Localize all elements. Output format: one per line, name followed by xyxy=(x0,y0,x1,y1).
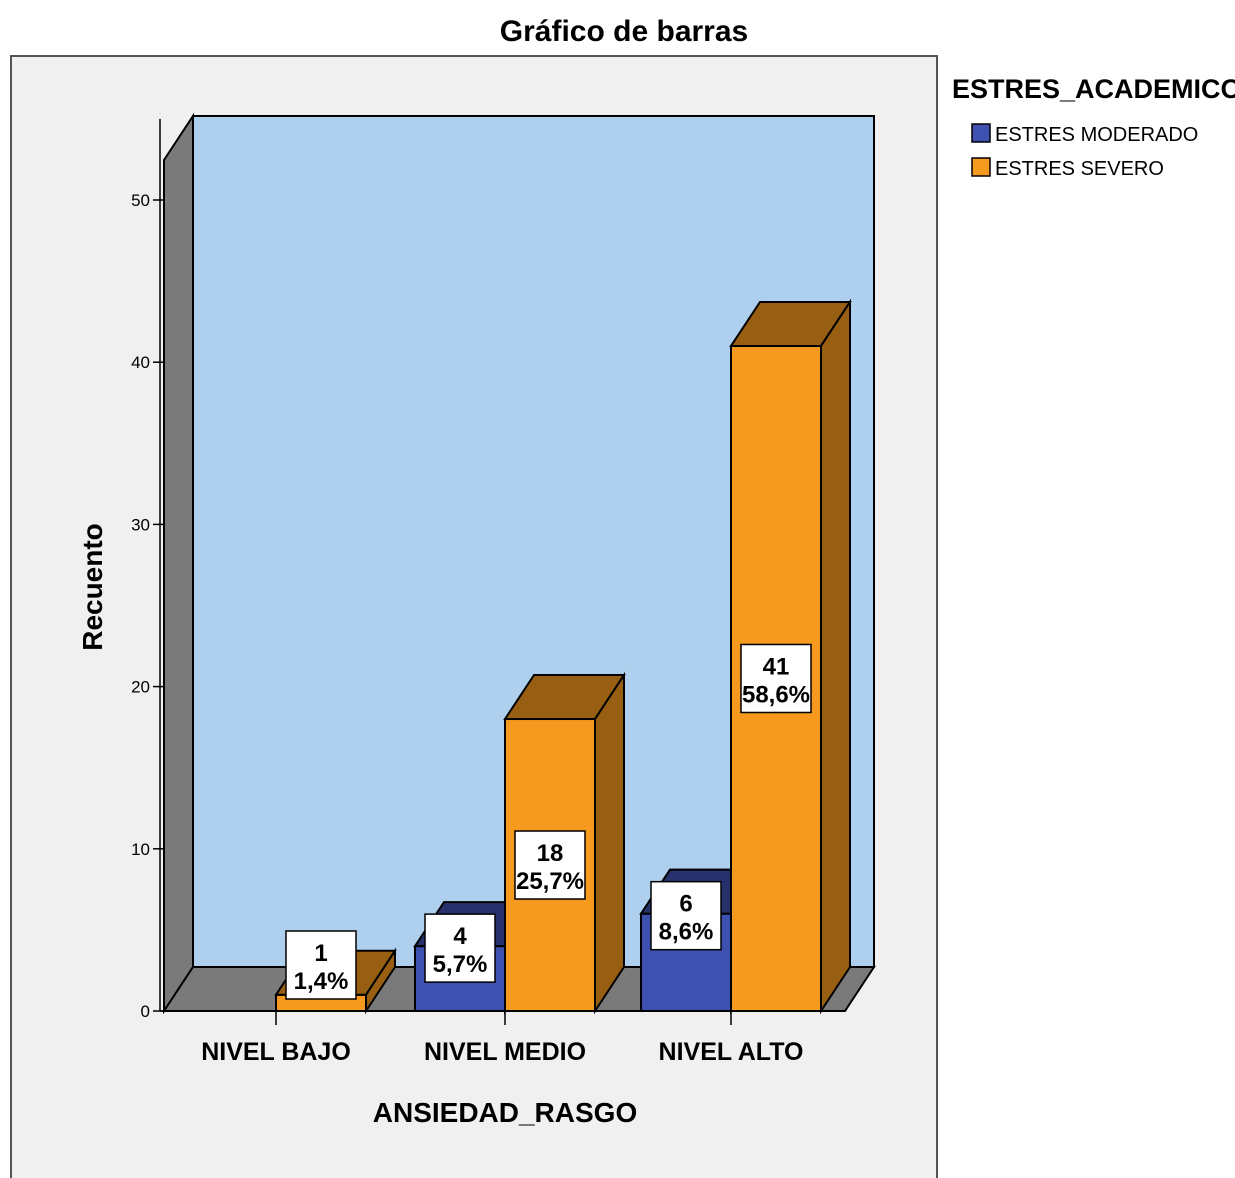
x-axis-title: ANSIEDAD_RASGO xyxy=(373,1097,637,1128)
data-label-count: 4 xyxy=(453,923,467,950)
legend-title: ESTRES_ACADEMICO xyxy=(952,74,1235,104)
plot-side-wall xyxy=(163,112,194,1015)
legend-label: ESTRES MODERADO xyxy=(995,124,1198,146)
y-tick-label: 50 xyxy=(131,191,150,210)
bar-side xyxy=(594,671,625,1015)
data-label-box xyxy=(740,643,812,714)
data-label-count: 6 xyxy=(679,891,692,918)
data-label-box xyxy=(650,880,722,951)
data-label: 11,4% xyxy=(285,930,357,1000)
data-label-box xyxy=(285,930,357,1000)
data-label-count: 1 xyxy=(314,940,327,967)
data-label-box xyxy=(424,913,496,983)
data-label: 68,6% xyxy=(650,880,722,951)
data-label-box xyxy=(514,830,586,900)
data-label-count: 41 xyxy=(763,653,790,680)
y-axis-title: Recuento xyxy=(77,523,108,651)
data-label-percent: 5,7% xyxy=(433,951,488,978)
legend-swatch xyxy=(971,123,991,143)
legend-swatch xyxy=(971,157,991,177)
legend-items: ESTRES MODERADO ESTRES SEVERO xyxy=(971,123,1198,180)
x-tick-label: NIVEL BAJO xyxy=(201,1038,351,1066)
data-label: 45,7% xyxy=(424,913,496,983)
y-tick-label: 10 xyxy=(131,840,150,859)
y-tick-label: 30 xyxy=(131,515,150,534)
legend: ESTRES_ACADEMICO ESTRES MODERADO ESTRES S… xyxy=(952,74,1235,180)
data-label-percent: 1,4% xyxy=(294,968,349,995)
y-tick-label: 40 xyxy=(131,353,150,372)
data-label-percent: 25,7% xyxy=(516,868,584,895)
x-tick-label: NIVEL MEDIO xyxy=(424,1038,586,1066)
bar-side xyxy=(820,298,851,1015)
legend-item: ESTRES SEVERO xyxy=(971,157,1164,180)
legend-label: ESTRES SEVERO xyxy=(995,158,1164,180)
data-label-count: 18 xyxy=(537,840,564,867)
bar-side xyxy=(365,947,396,1015)
x-tick-label: NIVEL ALTO xyxy=(659,1038,804,1066)
data-label-percent: 8,6% xyxy=(659,919,714,946)
legend-item: ESTRES MODERADO xyxy=(971,123,1198,146)
data-label-percent: 58,6% xyxy=(742,681,810,708)
y-tick-label: 20 xyxy=(131,678,150,697)
chart-title: Gráfico de barras xyxy=(500,15,748,48)
axis-layer: 0 10 20 30 40 50 NIVEL BAJO NIVEL MEDIO NIVEL AL… xyxy=(131,118,845,1066)
y-tick-label: 0 xyxy=(141,1002,150,1021)
